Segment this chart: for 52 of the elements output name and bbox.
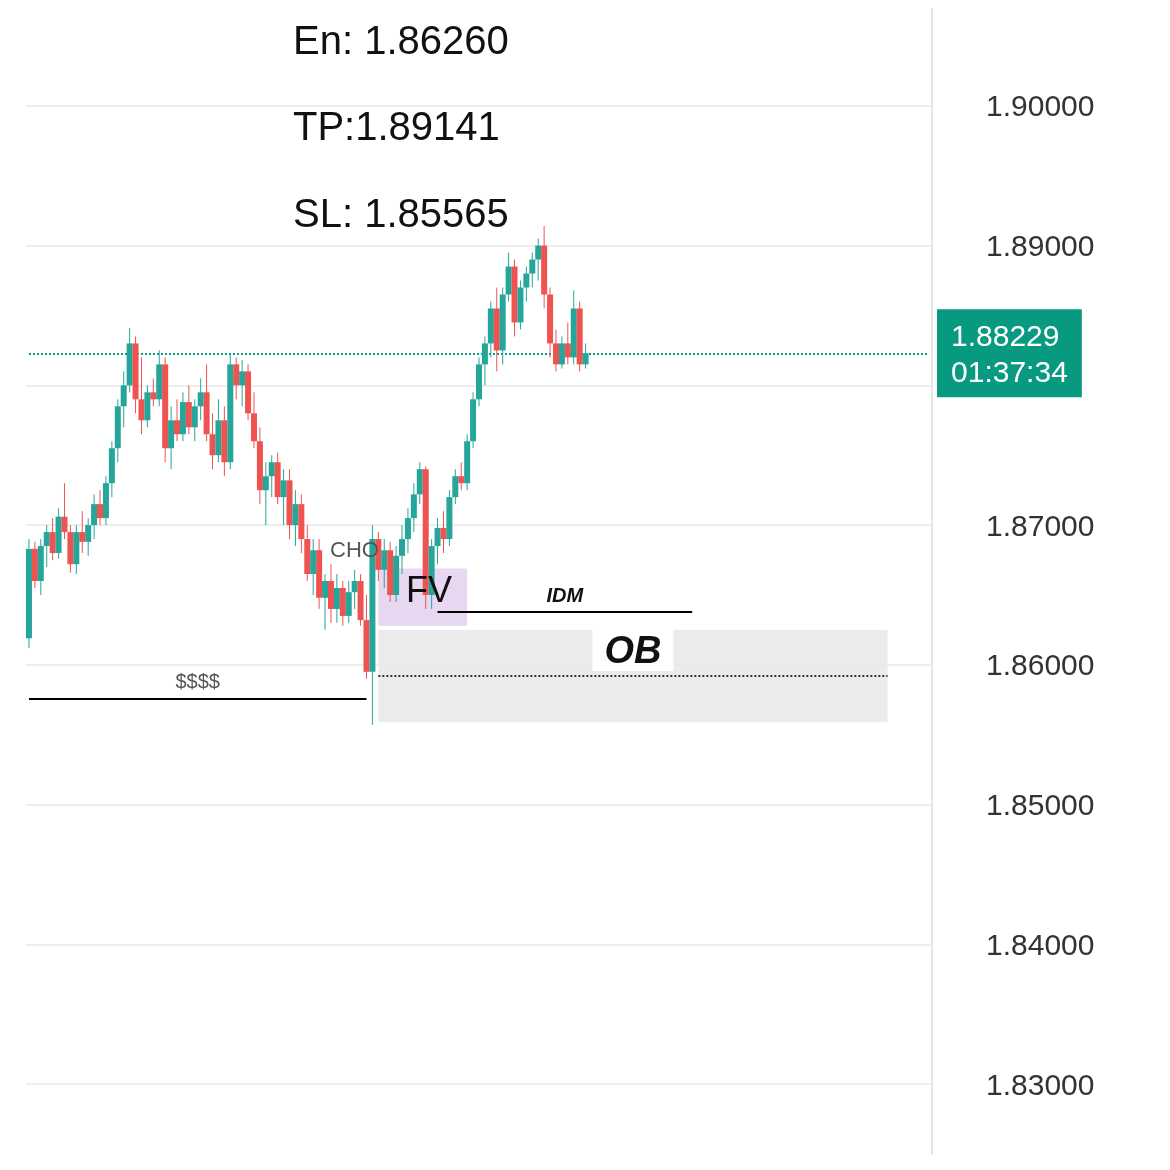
candlestick xyxy=(322,573,329,631)
y-tick-label: 1.90000 xyxy=(986,89,1095,123)
candlestick xyxy=(120,370,127,428)
candlestick xyxy=(558,335,565,370)
candlestick xyxy=(91,493,98,540)
candlestick xyxy=(535,238,542,282)
candlestick xyxy=(79,510,86,554)
y-tick-label: 1.83000 xyxy=(986,1067,1095,1101)
candlestick xyxy=(523,266,530,302)
candlestick xyxy=(345,580,352,624)
y-tick-label: 1.84000 xyxy=(986,927,1095,961)
candlestick xyxy=(262,461,269,526)
candlestick xyxy=(233,356,240,400)
ref-line-label: 1.88229 01:37:34 xyxy=(951,318,1068,388)
candlestick xyxy=(61,482,68,540)
candlestick xyxy=(43,524,50,568)
candlestick xyxy=(552,328,559,372)
candlestick xyxy=(410,482,417,533)
candlestick xyxy=(150,377,157,407)
annotation: TP:1.89141 xyxy=(293,104,500,148)
y-tick-label: 1.85000 xyxy=(986,788,1095,822)
candlestick xyxy=(174,398,180,442)
annotation: SL: 1.85565 xyxy=(293,191,509,235)
candlestick xyxy=(381,538,388,589)
candlestick xyxy=(333,573,340,624)
annotation: En: 1.86260 xyxy=(293,18,509,62)
candlestick xyxy=(191,398,198,442)
candlestick xyxy=(404,507,411,554)
y-tick-label: 1.87000 xyxy=(986,508,1095,542)
candlestick xyxy=(310,538,317,596)
candlestick xyxy=(529,252,536,289)
y-tick-label: 1.86000 xyxy=(986,648,1095,682)
ref-line-label: IDM xyxy=(546,583,585,606)
candlestick xyxy=(292,489,299,547)
candlestick xyxy=(399,524,406,575)
candlestick xyxy=(49,517,56,561)
y-tick-label: 1.89000 xyxy=(986,229,1095,263)
candlestick xyxy=(351,569,358,610)
candlestick xyxy=(268,454,275,498)
candlestick xyxy=(280,468,287,526)
ref-line-label: $$$$ xyxy=(175,670,220,693)
candlestick xyxy=(85,517,92,557)
ref-line-label: OB xyxy=(604,629,662,672)
candlestick xyxy=(97,489,104,526)
candlestick xyxy=(440,510,447,554)
candlestick xyxy=(452,468,459,505)
candlestick xyxy=(239,359,246,407)
candlestick xyxy=(481,335,488,386)
candlestick xyxy=(564,321,571,365)
candlestick xyxy=(458,461,465,491)
candlestick xyxy=(197,377,204,421)
candlestick xyxy=(582,342,589,370)
